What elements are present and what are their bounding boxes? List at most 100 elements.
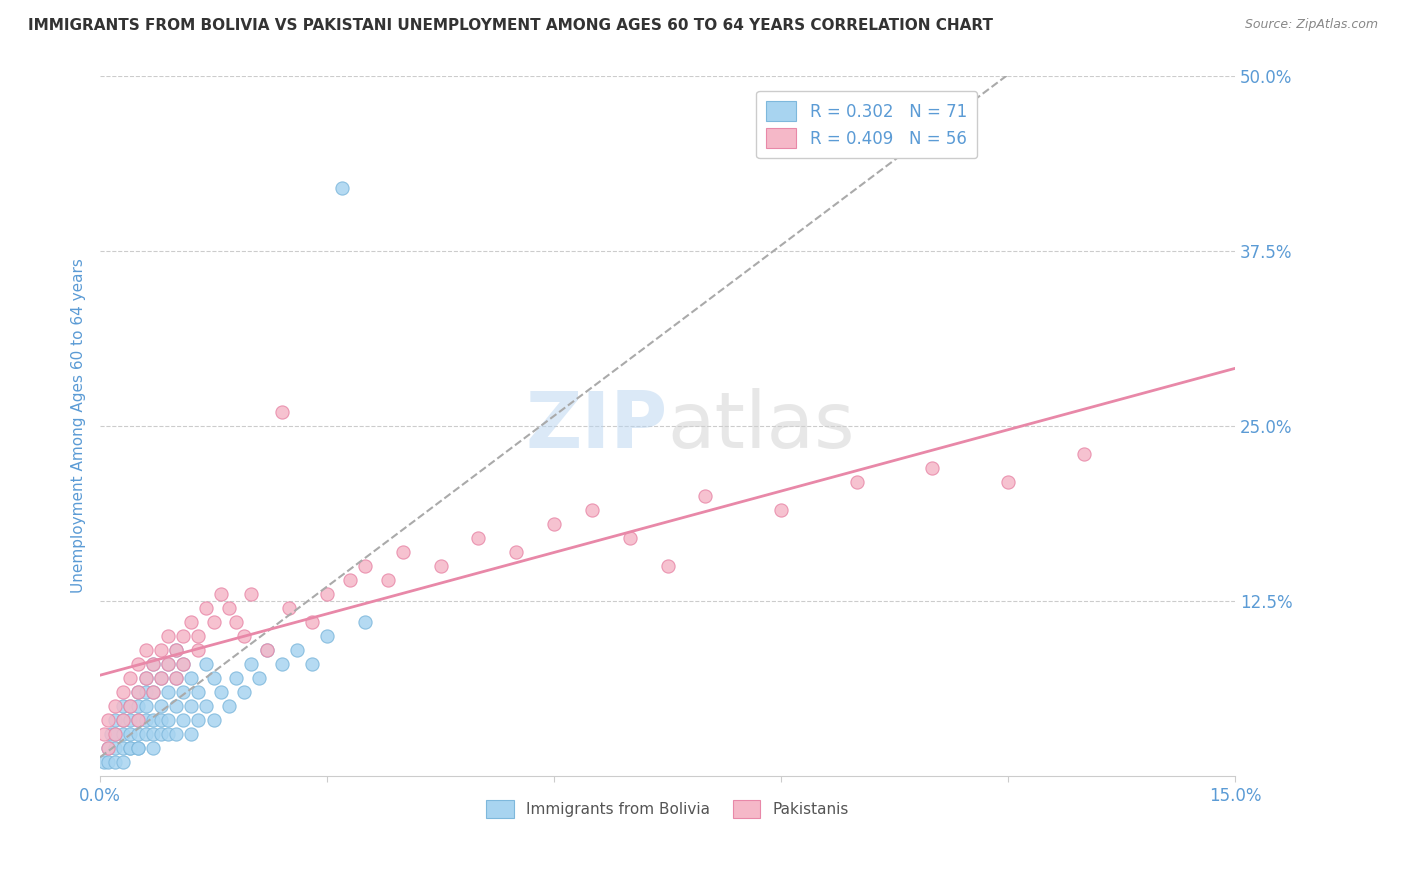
Point xyxy=(165,643,187,657)
Point xyxy=(149,643,172,657)
Point xyxy=(111,755,134,769)
Point xyxy=(142,741,165,756)
Point xyxy=(543,516,565,531)
Point xyxy=(429,559,451,574)
Point xyxy=(127,685,149,699)
Point xyxy=(104,713,127,727)
Point xyxy=(135,727,157,741)
Point xyxy=(149,671,172,685)
Point xyxy=(202,713,225,727)
Point xyxy=(202,615,225,629)
Point xyxy=(467,531,489,545)
Point xyxy=(142,657,165,671)
Point xyxy=(120,727,142,741)
Point xyxy=(120,671,142,685)
Point xyxy=(1073,447,1095,461)
Point xyxy=(142,713,165,727)
Point xyxy=(695,489,717,503)
Point xyxy=(93,727,115,741)
Text: ZIP: ZIP xyxy=(526,388,668,464)
Point xyxy=(377,573,399,587)
Point xyxy=(111,727,134,741)
Point xyxy=(127,741,149,756)
Point xyxy=(172,657,194,671)
Point xyxy=(149,713,172,727)
Point xyxy=(157,657,180,671)
Point xyxy=(111,741,134,756)
Point xyxy=(100,727,122,741)
Point xyxy=(285,643,308,657)
Point xyxy=(149,671,172,685)
Point xyxy=(218,699,240,714)
Point xyxy=(165,671,187,685)
Text: IMMIGRANTS FROM BOLIVIA VS PAKISTANI UNEMPLOYMENT AMONG AGES 60 TO 64 YEARS CORR: IMMIGRANTS FROM BOLIVIA VS PAKISTANI UNE… xyxy=(28,18,993,33)
Point xyxy=(157,727,180,741)
Point xyxy=(111,699,134,714)
Point xyxy=(97,755,120,769)
Point xyxy=(270,405,292,419)
Point xyxy=(157,713,180,727)
Point xyxy=(180,699,202,714)
Point xyxy=(127,713,149,727)
Point xyxy=(997,475,1019,489)
Point xyxy=(120,741,142,756)
Point xyxy=(157,657,180,671)
Point xyxy=(104,699,127,714)
Point xyxy=(180,615,202,629)
Point xyxy=(180,671,202,685)
Point xyxy=(845,475,868,489)
Point xyxy=(354,559,377,574)
Point xyxy=(165,727,187,741)
Point xyxy=(316,587,339,601)
Point xyxy=(165,671,187,685)
Point xyxy=(120,713,142,727)
Point xyxy=(97,741,120,756)
Point xyxy=(505,545,527,559)
Point xyxy=(270,657,292,671)
Point xyxy=(187,685,209,699)
Point xyxy=(127,713,149,727)
Point xyxy=(120,699,142,714)
Point xyxy=(770,503,793,517)
Point xyxy=(120,741,142,756)
Point xyxy=(149,699,172,714)
Point xyxy=(135,643,157,657)
Point xyxy=(391,545,413,559)
Point xyxy=(104,727,127,741)
Point xyxy=(157,685,180,699)
Point xyxy=(135,671,157,685)
Point xyxy=(581,503,603,517)
Point xyxy=(157,629,180,643)
Point xyxy=(278,601,301,615)
Point xyxy=(187,643,209,657)
Point xyxy=(354,615,377,629)
Point xyxy=(135,699,157,714)
Point xyxy=(142,685,165,699)
Point xyxy=(619,531,641,545)
Point xyxy=(165,699,187,714)
Point xyxy=(120,699,142,714)
Point xyxy=(316,629,339,643)
Point xyxy=(104,741,127,756)
Point xyxy=(209,587,232,601)
Point xyxy=(97,741,120,756)
Y-axis label: Unemployment Among Ages 60 to 64 years: Unemployment Among Ages 60 to 64 years xyxy=(72,259,86,593)
Point xyxy=(111,713,134,727)
Point xyxy=(301,657,323,671)
Point xyxy=(135,685,157,699)
Point xyxy=(339,573,361,587)
Point xyxy=(104,727,127,741)
Point xyxy=(240,657,263,671)
Point xyxy=(172,657,194,671)
Point xyxy=(195,657,218,671)
Point xyxy=(202,671,225,685)
Point xyxy=(921,461,943,475)
Point xyxy=(127,657,149,671)
Point xyxy=(209,685,232,699)
Point xyxy=(172,629,194,643)
Point xyxy=(195,601,218,615)
Point xyxy=(232,685,254,699)
Point xyxy=(127,699,149,714)
Point xyxy=(256,643,278,657)
Point xyxy=(240,587,263,601)
